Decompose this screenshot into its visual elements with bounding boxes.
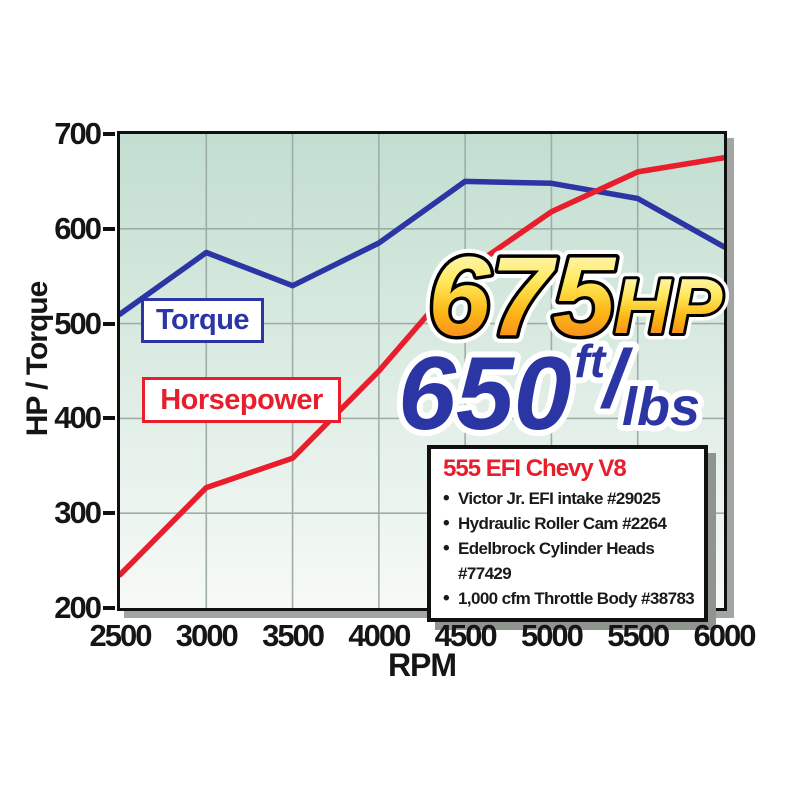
y-tick-label: 500 bbox=[54, 305, 102, 341]
y-tick-mark bbox=[103, 226, 115, 231]
y-tick-label: 400 bbox=[54, 400, 102, 436]
horsepower-curve bbox=[120, 154, 724, 578]
spec-item: 1,000 cfm Throttle Body #38783 bbox=[443, 586, 696, 611]
horsepower-legend-label: Horsepower bbox=[160, 383, 323, 416]
y-tick-label: 300 bbox=[54, 495, 102, 531]
y-tick-mark bbox=[103, 132, 115, 136]
x-tick-label: 4000 bbox=[348, 618, 411, 653]
torque-legend-label: Torque bbox=[155, 304, 250, 336]
y-tick-mark bbox=[103, 416, 115, 421]
x-tick-label: 3500 bbox=[262, 618, 325, 653]
y-tick-label: 200 bbox=[54, 590, 102, 625]
spec-item: Hydraulic Roller Cam #2264 bbox=[443, 511, 696, 536]
horsepower-legend-box: Horsepower bbox=[142, 377, 341, 423]
torque-curve bbox=[120, 178, 724, 317]
y-tick-mark bbox=[103, 511, 115, 516]
y-tick-mark bbox=[103, 606, 115, 610]
spec-item: Victor Jr. EFI intake #29025 bbox=[443, 486, 696, 511]
torque-legend-box: Torque bbox=[141, 298, 264, 343]
x-tick-label: 5500 bbox=[607, 618, 670, 653]
x-tick-label: 4500 bbox=[434, 618, 498, 653]
x-tick-label: 5000 bbox=[520, 618, 584, 653]
x-axis-title: RPM bbox=[387, 647, 457, 683]
engine-spec-title: 555 EFI Chevy V8 bbox=[443, 455, 627, 482]
engine-spec-box: 555 EFI Chevy V8 Victor Jr. EFI intake #… bbox=[427, 445, 708, 622]
y-axis-title: HP / Torque bbox=[21, 281, 54, 437]
spec-item: Edelbrock Cylinder Heads #77429 bbox=[443, 536, 696, 586]
engine-spec-list: Victor Jr. EFI intake #29025 Hydraulic R… bbox=[443, 486, 696, 611]
y-tick-label: 700 bbox=[54, 116, 102, 151]
plot-area: Torque Horsepower 675 HP 650ft/lbs 675 bbox=[117, 131, 730, 622]
x-tick-label: 3000 bbox=[175, 618, 239, 653]
x-tick-label: 2500 bbox=[89, 618, 153, 653]
y-tick-label: 600 bbox=[54, 210, 102, 246]
x-tick-label: 6000 bbox=[693, 618, 757, 653]
y-tick-mark bbox=[103, 321, 115, 326]
